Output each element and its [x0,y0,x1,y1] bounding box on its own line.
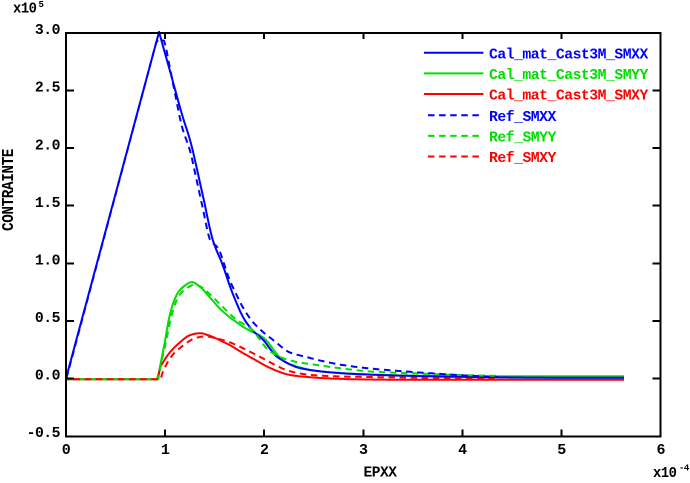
svg-text:3.0: 3.0 [35,22,61,39]
svg-text:4: 4 [458,442,467,459]
svg-text:2: 2 [260,442,269,459]
svg-text:6: 6 [656,442,665,459]
svg-text:2.5: 2.5 [35,80,61,97]
svg-text:Ref_SMYY: Ref_SMYY [489,129,556,146]
svg-text:-4: -4 [679,464,690,474]
svg-text:0: 0 [62,442,71,459]
svg-text:x10: x10 [13,1,37,18]
svg-text:5: 5 [39,0,44,10]
svg-text:-0.5: -0.5 [27,425,61,442]
svg-text:Ref_SMXX: Ref_SMXX [489,109,556,126]
svg-text:5: 5 [557,442,566,459]
svg-text:3: 3 [359,442,368,459]
svg-text:Cal_mat_Cast3M_SMXY: Cal_mat_Cast3M_SMXY [489,88,648,105]
svg-text:Cal_mat_Cast3M_SMYY: Cal_mat_Cast3M_SMYY [489,67,648,84]
svg-text:1: 1 [161,442,170,459]
svg-text:2.0: 2.0 [35,137,61,154]
svg-text:CONTRAINTE: CONTRAINTE [0,149,19,231]
svg-text:1.0: 1.0 [35,253,61,270]
svg-text:EPXX: EPXX [364,465,397,479]
svg-text:0.5: 0.5 [35,310,61,327]
svg-text:0.0: 0.0 [35,368,61,385]
svg-text:Ref_SMXY: Ref_SMXY [489,150,556,167]
svg-text:1.5: 1.5 [35,195,61,212]
svg-text:x10: x10 [653,465,677,478]
svg-text:Cal_mat_Cast3M_SMXX: Cal_mat_Cast3M_SMXX [489,46,648,63]
